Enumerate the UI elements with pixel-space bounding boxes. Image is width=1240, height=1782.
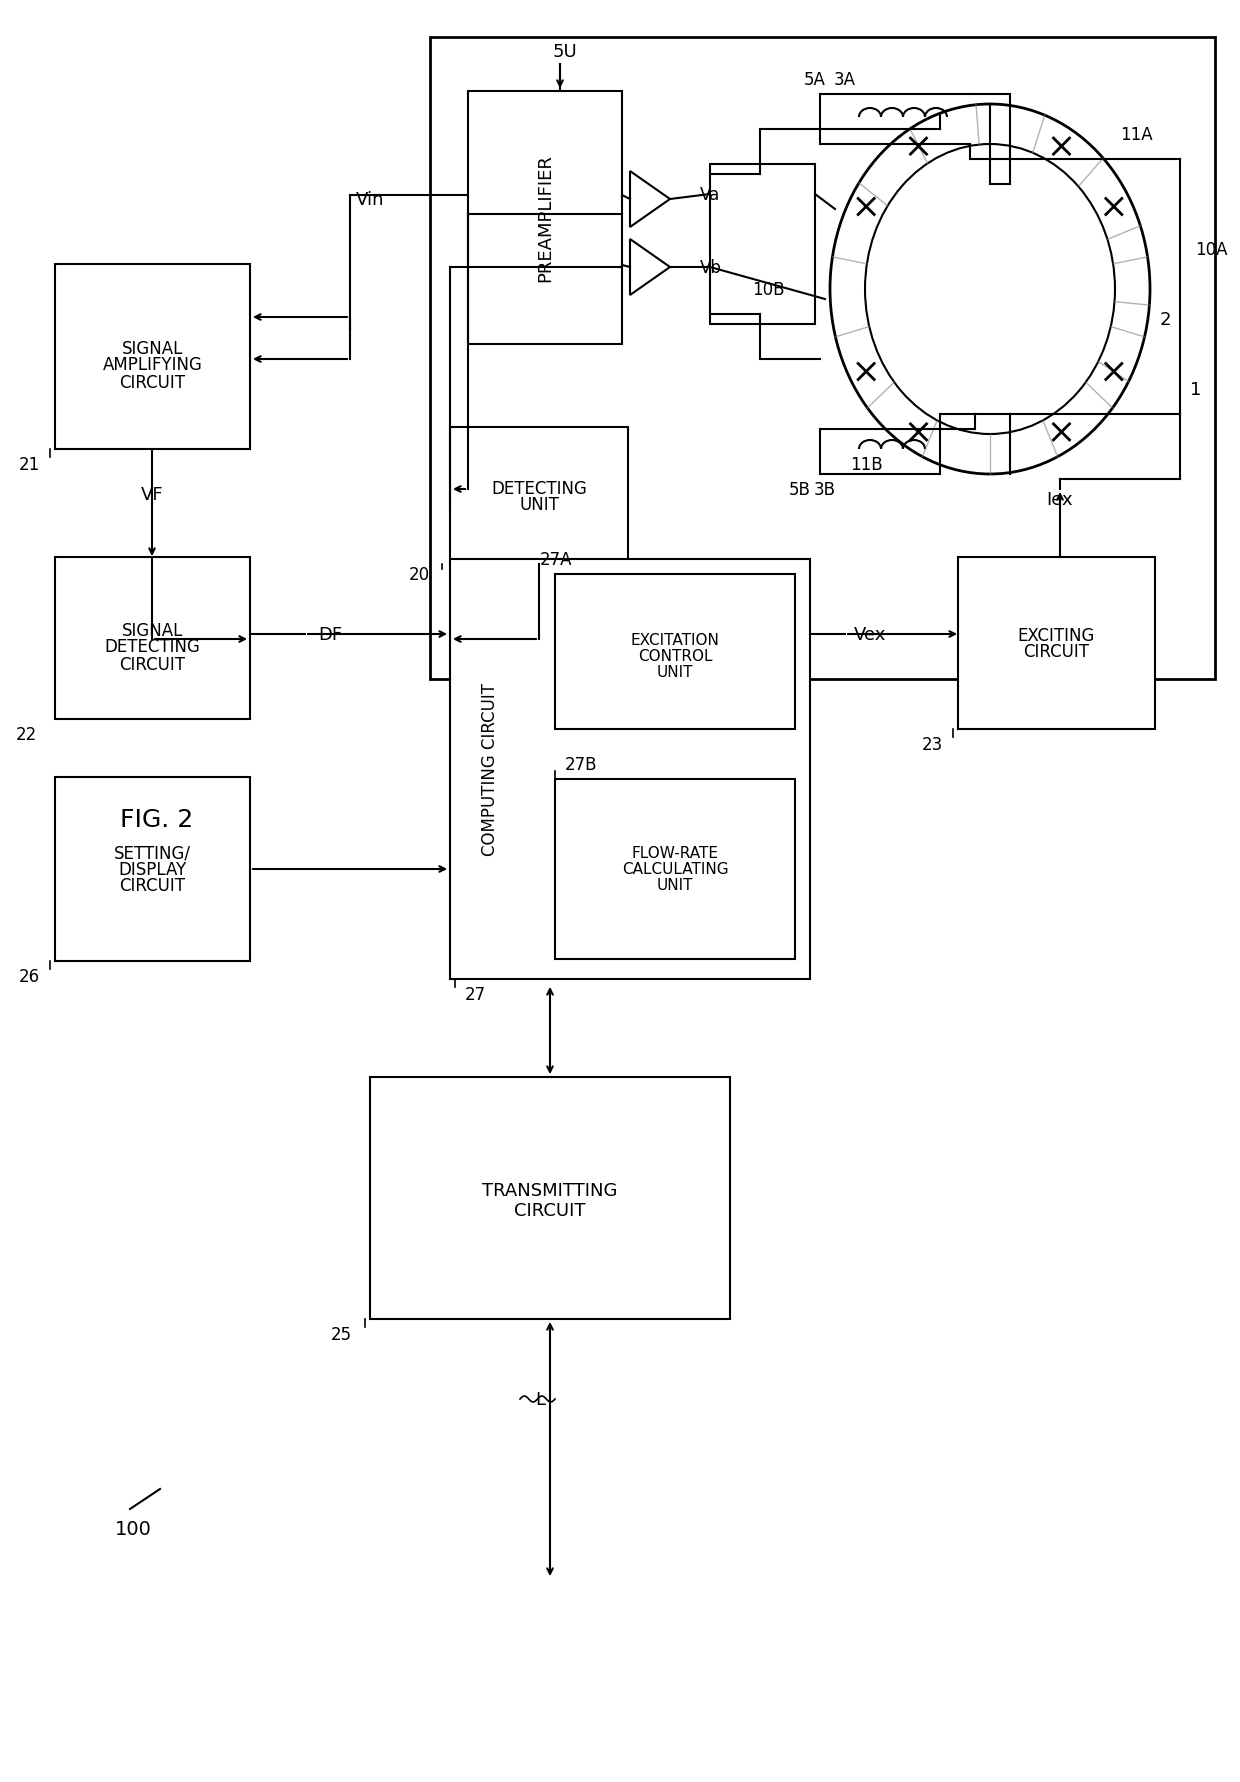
Text: 21: 21 — [19, 456, 40, 474]
Text: CIRCUIT: CIRCUIT — [119, 374, 186, 392]
Text: FLOW-RATE: FLOW-RATE — [631, 846, 718, 861]
FancyBboxPatch shape — [556, 779, 795, 959]
Text: 10A: 10A — [1195, 241, 1228, 258]
Text: CIRCUIT: CIRCUIT — [119, 656, 186, 674]
Text: AMPLIFYING: AMPLIFYING — [103, 356, 202, 374]
Text: CIRCUIT: CIRCUIT — [1023, 643, 1090, 661]
FancyBboxPatch shape — [711, 166, 815, 324]
Text: 100: 100 — [115, 1520, 151, 1538]
Text: FIG. 2: FIG. 2 — [120, 807, 193, 832]
Text: CONTROL: CONTROL — [637, 649, 712, 663]
Text: 5B: 5B — [789, 481, 811, 499]
FancyBboxPatch shape — [556, 574, 795, 729]
Text: 11B: 11B — [849, 456, 883, 474]
Text: CIRCUIT: CIRCUIT — [515, 1201, 585, 1219]
Text: COMPUTING CIRCUIT: COMPUTING CIRCUIT — [481, 683, 498, 855]
Text: TRANSMITTING: TRANSMITTING — [482, 1181, 618, 1199]
Text: L: L — [534, 1390, 546, 1408]
FancyBboxPatch shape — [450, 428, 627, 565]
FancyBboxPatch shape — [467, 93, 622, 344]
Text: DETECTING: DETECTING — [491, 479, 587, 497]
Text: CALCULATING: CALCULATING — [621, 862, 728, 877]
Text: 3A: 3A — [835, 71, 856, 89]
Text: DETECTING: DETECTING — [104, 638, 201, 656]
Text: DF: DF — [317, 625, 342, 643]
FancyBboxPatch shape — [55, 777, 250, 962]
FancyBboxPatch shape — [55, 266, 250, 449]
Text: 10B: 10B — [753, 282, 785, 299]
Text: UNIT: UNIT — [657, 665, 693, 679]
Text: 11A: 11A — [1120, 127, 1153, 144]
Text: 25: 25 — [331, 1326, 352, 1344]
Text: UNIT: UNIT — [657, 879, 693, 893]
FancyBboxPatch shape — [370, 1078, 730, 1319]
Text: 20: 20 — [409, 565, 430, 584]
Text: UNIT: UNIT — [520, 495, 559, 513]
FancyBboxPatch shape — [959, 558, 1154, 729]
Text: EXCITATION: EXCITATION — [631, 633, 719, 647]
Text: 26: 26 — [19, 968, 40, 985]
Text: 2: 2 — [1159, 310, 1172, 330]
Text: 5U: 5U — [553, 43, 578, 61]
Text: 5A: 5A — [804, 71, 826, 89]
Text: CIRCUIT: CIRCUIT — [119, 877, 186, 895]
Text: Vin: Vin — [356, 191, 384, 208]
Text: VF: VF — [140, 486, 164, 504]
Text: 27B: 27B — [565, 756, 598, 773]
Text: 1: 1 — [1190, 381, 1202, 399]
Text: DISPLAY: DISPLAY — [118, 861, 187, 879]
Text: Vex: Vex — [854, 625, 887, 643]
Text: 22: 22 — [16, 725, 37, 743]
Text: EXCITING: EXCITING — [1018, 627, 1095, 645]
Text: 23: 23 — [921, 736, 942, 754]
Text: SIGNAL: SIGNAL — [122, 340, 184, 358]
Text: SIGNAL: SIGNAL — [122, 622, 184, 640]
Text: Vb: Vb — [701, 258, 722, 276]
Text: Va: Va — [701, 185, 720, 203]
Text: PREAMPLIFIER: PREAMPLIFIER — [536, 155, 554, 282]
FancyBboxPatch shape — [55, 558, 250, 720]
FancyBboxPatch shape — [450, 560, 810, 980]
Text: 3B: 3B — [813, 481, 836, 499]
Text: SETTING/: SETTING/ — [114, 845, 191, 862]
Text: 27A: 27A — [539, 551, 573, 568]
Text: 27: 27 — [465, 985, 486, 1003]
Text: Iex: Iex — [1047, 490, 1074, 508]
FancyBboxPatch shape — [430, 37, 1215, 679]
